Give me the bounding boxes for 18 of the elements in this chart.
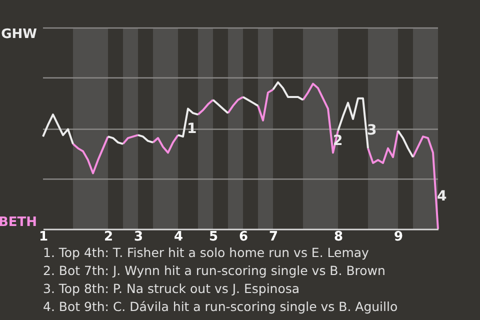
x-tick-label: 1: [38, 230, 48, 244]
text: 2. Bot 7th: J. Wynn hit a run-scoring single vs B. Brown: [43, 263, 386, 278]
x-tick-label: 5: [208, 230, 218, 244]
text: 1. Top 4th: T. Fisher hit a solo home run vs E. Lemay: [43, 245, 370, 260]
text: 4. Bot 9th: C. Dávila hit a run-scoring single vs B. Aguillo: [43, 299, 398, 314]
text: 3. Top 8th: P. Na struck out vs J. Espinosa: [43, 281, 300, 296]
x-tick-label: 7: [268, 230, 278, 244]
x-tick-label: 2: [104, 230, 114, 244]
x-tick-label: 9: [394, 230, 404, 244]
annotation: 4: [437, 188, 447, 205]
text: BETH: [0, 215, 37, 230]
x-tick-label: 8: [334, 230, 344, 244]
annotation: 1: [187, 121, 197, 138]
x-tick-label: 4: [174, 230, 184, 244]
annotation: 3: [367, 122, 377, 139]
x-tick-label: 3: [134, 230, 144, 244]
x-tick-label: 6: [238, 230, 248, 244]
text: GHW: [1, 27, 37, 42]
